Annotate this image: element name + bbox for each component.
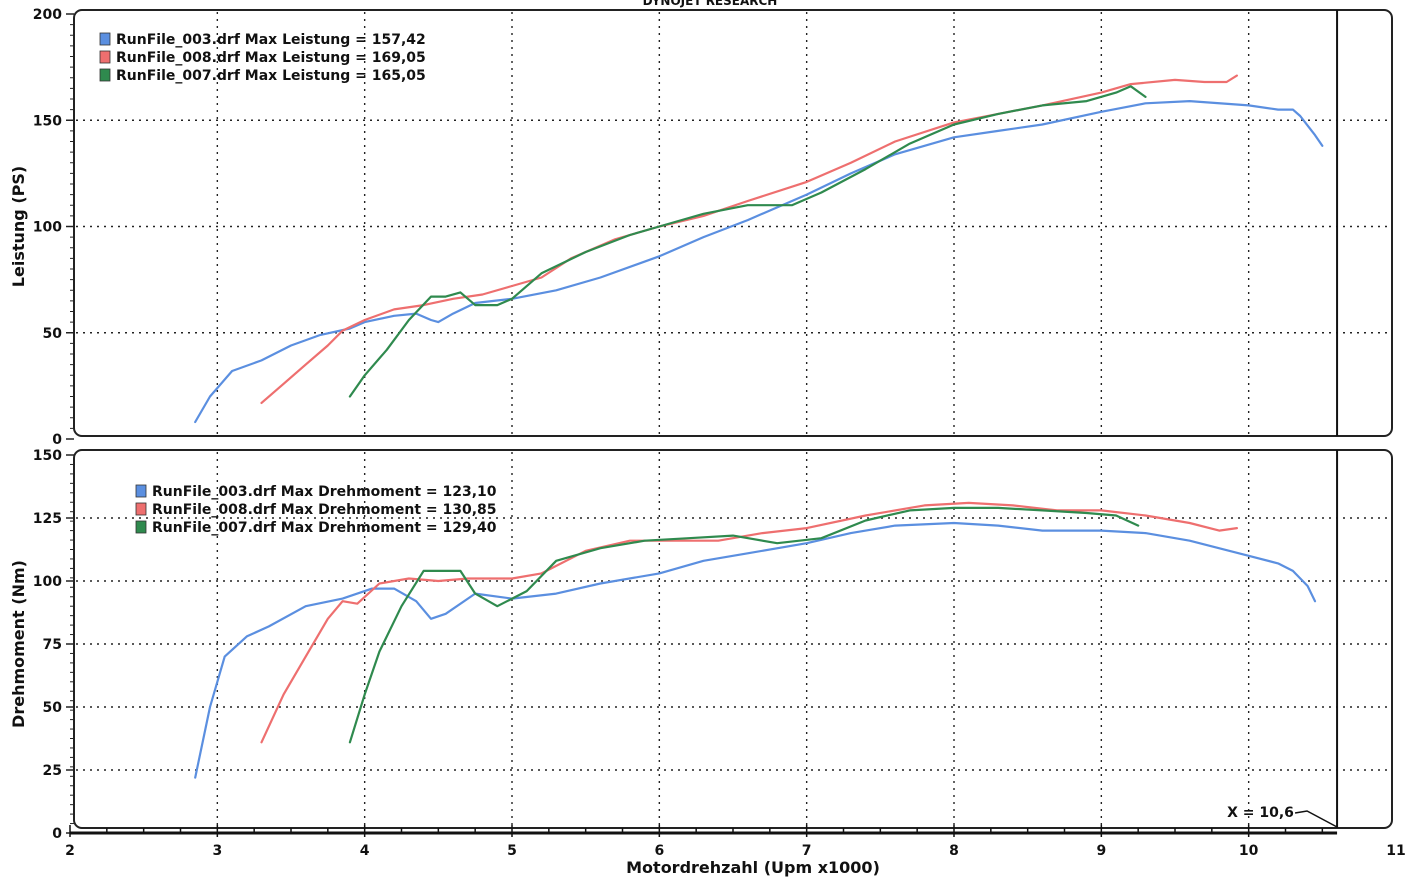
x-tick-label: 5 (507, 843, 517, 859)
torque-y-tick-label: 150 (33, 448, 62, 464)
x-tick-label: 9 (1096, 843, 1106, 859)
power-y-tick-label: 150 (33, 113, 62, 129)
power-plot-frame (73, 9, 1393, 437)
power-legend-swatch (99, 32, 111, 46)
torque-cursor-annotation: X = 10,6 (1227, 805, 1294, 821)
power-series-line-RunFile_007 (348, 85, 1147, 398)
power-legend-label: RunFile_003.drf Max Leistung = 157,42 (116, 32, 426, 48)
x-axis-title: Motordrehzahl (Upm x1000) (626, 858, 880, 877)
x-tick-label: 7 (802, 843, 812, 859)
x-tick-label: 11 (1386, 843, 1405, 859)
chart-header: DYNOJET RESEARCH (642, 0, 778, 8)
power-y-tick-label: 0 (52, 432, 62, 448)
torque-legend-swatch (135, 502, 147, 516)
power-y-tick-label: 100 (33, 220, 62, 236)
torque-y-axis-title: Drehmoment (Nm) (9, 560, 28, 728)
torque-legend-label: RunFile_003.drf Max Drehmoment = 123,10 (152, 484, 497, 500)
torque-y-tick-label: 125 (33, 511, 62, 527)
x-tick-label: 8 (949, 843, 959, 859)
torque-y-tick-label: 0 (52, 826, 62, 842)
power-y-tick-label: 50 (43, 326, 63, 342)
power-y-axis-title: Leistung (PS) (9, 166, 28, 287)
torque-y-tick-label: 100 (33, 574, 62, 590)
power-legend-swatch (99, 50, 111, 64)
x-tick-label: 6 (654, 843, 664, 859)
torque-legend-swatch (135, 484, 147, 498)
power-series-line-RunFile_003 (194, 100, 1324, 424)
power-legend-label: RunFile_007.drf Max Leistung = 165,05 (116, 68, 426, 84)
x-tick-label: 4 (360, 843, 370, 859)
torque-legend-swatch (135, 520, 147, 534)
power-legend-swatch (99, 68, 111, 82)
torque-annotation-pointer (1294, 810, 1338, 828)
x-tick-label: 2 (65, 843, 75, 859)
torque-series-line-RunFile_003 (194, 521, 1317, 779)
torque-y-tick-label: 25 (43, 763, 62, 779)
power-y-tick-label: 200 (33, 7, 62, 23)
torque-y-tick-label: 75 (43, 637, 62, 653)
torque-legend-label: RunFile_008.drf Max Drehmoment = 130,85 (152, 502, 497, 518)
torque-legend-label: RunFile_007.drf Max Drehmoment = 129,40 (152, 520, 497, 536)
x-tick-label: 3 (212, 843, 222, 859)
power-legend-label: RunFile_008.drf Max Leistung = 169,05 (116, 50, 426, 66)
torque-y-tick-label: 50 (43, 700, 63, 716)
x-tick-label: 10 (1239, 843, 1259, 859)
torque-series-line-RunFile_007 (348, 506, 1140, 744)
